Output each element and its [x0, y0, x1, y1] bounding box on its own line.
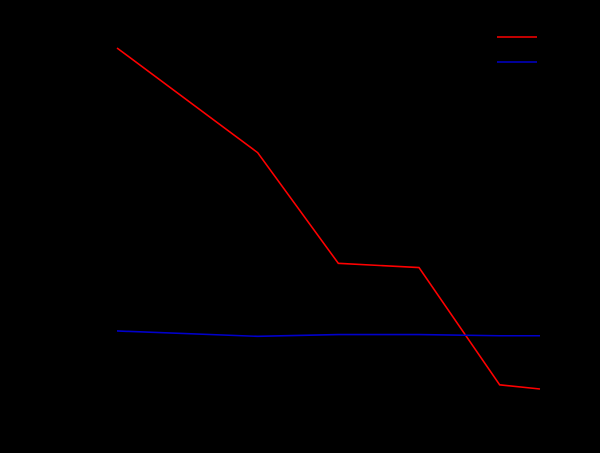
x-tick-label: 560	[530, 400, 551, 415]
y-tick-label: 30	[52, 205, 66, 220]
x-tick-label: 480	[207, 400, 228, 415]
y-tick-label: 20	[52, 265, 66, 280]
y-tick-label: 40	[52, 145, 66, 160]
y-tick-label: 10	[52, 324, 66, 339]
x-axis-label: Temperature / °C	[288, 429, 384, 444]
x-tick-label: 25	[110, 400, 124, 415]
legend-label: S2	[545, 54, 560, 69]
y-tick-label: 45	[52, 115, 66, 130]
y-tick-label: 60	[52, 25, 66, 40]
series-line	[116, 47, 541, 390]
y-tick-label: 50	[52, 85, 66, 100]
x-tick-label: 520	[368, 400, 389, 415]
y-tick-label: 35	[52, 175, 66, 190]
y-tick-label: 0	[59, 384, 66, 399]
y-tick-label: 5	[59, 354, 66, 369]
series-line	[116, 330, 540, 338]
y-tick-label: 15	[52, 294, 66, 309]
y-axis-label: Enthalpy of crystallization / J g⁻¹	[12, 119, 27, 306]
y-tick-label: 25	[52, 235, 66, 250]
legend-label: S1	[545, 29, 560, 44]
x-tick-label: 540	[449, 400, 470, 415]
x-tick-label: 500	[288, 400, 309, 415]
y-tick-label: 55	[52, 55, 66, 70]
x-tick-label: 0	[70, 400, 77, 415]
